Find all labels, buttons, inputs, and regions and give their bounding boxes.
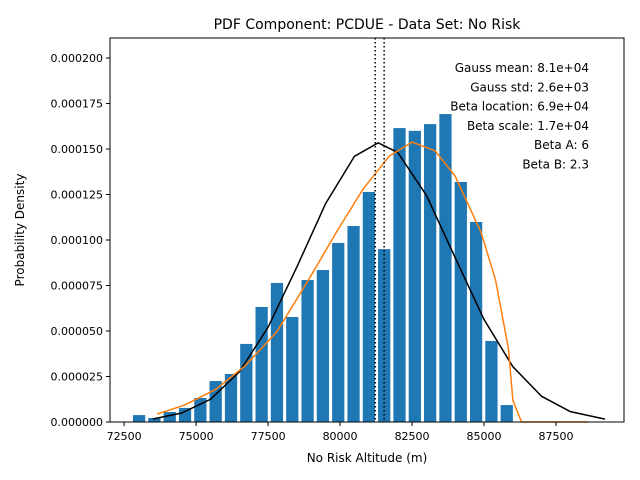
bar — [469, 221, 483, 422]
y-axis-label: Probability Density — [13, 174, 27, 287]
axes-frame — [109, 37, 625, 423]
y-tick-label: 0.000175 — [51, 98, 104, 111]
bar — [240, 343, 253, 422]
bar — [286, 316, 299, 422]
bar — [255, 306, 268, 422]
x-tick-label: 87500 — [539, 430, 574, 443]
y-tick-label: 0.000100 — [51, 234, 104, 247]
bar — [148, 417, 161, 422]
pdf-line — [156, 141, 588, 423]
y-tick-label: 0.000125 — [51, 189, 104, 202]
annotation: Beta scale: 1.7e+04 — [467, 119, 589, 133]
chart-title: PDF Component: PCDUE - Data Set: No Risk — [214, 17, 522, 33]
bar — [485, 341, 498, 422]
bar — [500, 405, 513, 422]
pdf-line — [152, 141, 606, 420]
x-tick-label: 82500 — [395, 430, 430, 443]
annotation: Beta A: 6 — [534, 138, 589, 152]
annotation: Gauss mean: 8.1e+04 — [455, 61, 589, 75]
bar — [362, 191, 375, 422]
bar — [424, 124, 437, 423]
bar — [332, 242, 345, 422]
bar — [270, 282, 284, 422]
y-tick-label: 0.000075 — [51, 280, 104, 293]
x-tick-label: 75000 — [179, 430, 214, 443]
y-tick-label: 0.000000 — [51, 416, 104, 429]
bar — [378, 249, 391, 422]
y-tick-label: 0.000050 — [51, 325, 104, 338]
bar — [454, 181, 467, 422]
bar — [316, 270, 330, 422]
bar — [301, 280, 314, 422]
bar — [408, 130, 421, 422]
annotation: Gauss std: 2.6e+03 — [470, 80, 589, 94]
bar — [163, 411, 176, 422]
x-tick-label: 85000 — [467, 430, 502, 443]
bar — [347, 225, 360, 422]
x-tick-label: 77500 — [251, 430, 286, 443]
bar — [132, 415, 146, 422]
x-tick-label: 80000 — [323, 430, 358, 443]
y-tick-label: 0.000025 — [51, 371, 104, 384]
bar — [178, 407, 192, 422]
bar — [393, 128, 406, 422]
y-tick-label: 0.000150 — [51, 143, 104, 156]
x-tick-label: 72500 — [107, 430, 142, 443]
y-tick-label: 0.000200 — [51, 52, 104, 65]
bar — [224, 373, 238, 422]
bar — [439, 114, 452, 423]
x-axis-label: No Risk Altitude (m) — [307, 451, 428, 465]
annotation: Beta B: 2.3 — [522, 158, 589, 172]
bar — [194, 397, 207, 422]
annotation: Beta location: 6.9e+04 — [450, 100, 589, 114]
bar — [209, 381, 222, 422]
